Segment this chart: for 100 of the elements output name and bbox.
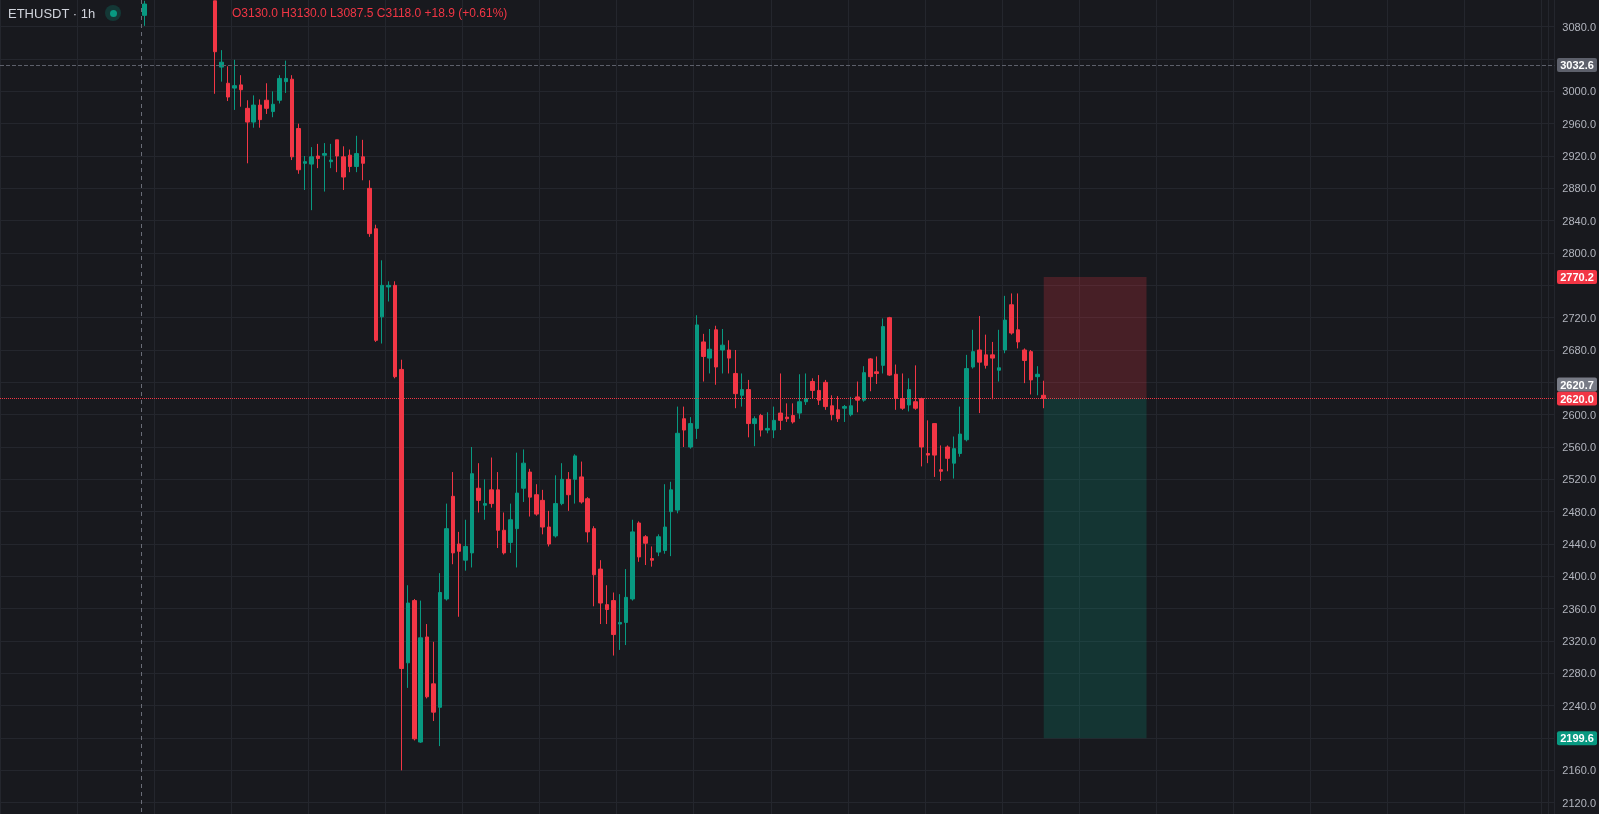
candlestick: [791, 402, 795, 425]
candlestick: [316, 143, 320, 169]
candlestick: [271, 90, 275, 118]
candlestick: [1016, 292, 1020, 349]
candlestick: [508, 503, 513, 554]
y-tick-label: 2680.0: [1562, 344, 1597, 357]
candlestick: [296, 123, 301, 175]
candlestick: [245, 99, 250, 164]
y-tick-label: 2520.0: [1562, 473, 1597, 486]
y-tick-label: 2120.0: [1562, 796, 1597, 809]
candlestick: [547, 510, 551, 547]
candlestick: [765, 411, 770, 434]
candlestick: [213, 0, 217, 95]
candlestick: [251, 94, 256, 129]
candlestick: [444, 503, 449, 602]
candlestick: [701, 333, 706, 383]
candlestick: [675, 406, 680, 514]
y-tick-label: 2720.0: [1562, 311, 1597, 324]
candlestick: [573, 453, 577, 505]
y-tick-label: 2600.0: [1562, 408, 1597, 421]
annotation: 2620.7: [1560, 378, 1594, 391]
candlestick: [669, 481, 673, 557]
candlestick: [560, 462, 564, 506]
candlestick: [624, 568, 628, 646]
candlestick: [611, 592, 616, 657]
candlestick: [714, 325, 718, 386]
candlestick: [489, 457, 494, 509]
candlestick: [727, 339, 731, 374]
candlestick: [932, 423, 937, 478]
candlestick: [142, 0, 147, 27]
annotation: O3130.0 H3130.0 L3087.5 C3118.0 +18.9 (+0.61%): [232, 6, 508, 20]
candlestick: [496, 471, 500, 549]
candlestick: [438, 572, 442, 747]
candlestick: [380, 259, 384, 345]
candlestick: [290, 74, 294, 161]
y-tick-label: 2240.0: [1562, 699, 1597, 712]
candlestick: [463, 519, 468, 572]
candlestick: [361, 139, 365, 181]
candlestick: [759, 413, 763, 437]
candlestick: [1009, 292, 1014, 336]
y-tick-label: 2480.0: [1562, 505, 1597, 518]
candlestick: [695, 314, 699, 440]
candlestick: [881, 317, 885, 374]
y-tick-label: 2840.0: [1562, 214, 1597, 227]
candlestick: [470, 446, 474, 568]
ref-line-label: 3032.6: [1560, 58, 1594, 71]
candlestick: [740, 372, 744, 408]
y-tick-label: 2800.0: [1562, 247, 1597, 260]
candlestick: [926, 419, 930, 464]
candlestick: [226, 65, 230, 102]
candlestick: [984, 334, 988, 370]
candlestick: [284, 60, 288, 94]
candlestick: [720, 328, 725, 374]
candlestick: [907, 377, 911, 412]
candlestick: [528, 468, 532, 518]
annotation: 2770.2: [1560, 271, 1594, 284]
candlestick: [219, 49, 224, 83]
candlestick: [752, 415, 757, 447]
candlestick: [1035, 365, 1040, 396]
candlestick: [431, 641, 436, 722]
y-tick-label: 2160.0: [1562, 764, 1597, 777]
candlestick: [707, 328, 712, 374]
y-tick-label: 2440.0: [1562, 538, 1597, 551]
candlestick: [682, 406, 686, 448]
y-tick-label: 2360.0: [1562, 602, 1597, 615]
candlestick: [515, 452, 519, 568]
candlestick: [804, 372, 808, 406]
candlestick: [643, 534, 648, 566]
candlestick: [232, 59, 237, 111]
candlestick: [952, 436, 956, 480]
candlestick: [367, 179, 372, 238]
candlestick: [521, 448, 526, 503]
candlestick: [971, 329, 975, 370]
candlestick: [849, 396, 853, 417]
candlestick: [303, 155, 307, 191]
candlestick: [451, 471, 455, 565]
candlestick: [309, 146, 314, 211]
candlestick: [553, 474, 558, 539]
candlestick: [688, 416, 693, 450]
y-tick-label: 2280.0: [1562, 667, 1597, 680]
candlestick: [264, 82, 269, 115]
ref-line-label: 2620.0: [1560, 392, 1594, 405]
candlestick: [341, 145, 346, 191]
candlestick: [997, 329, 1001, 383]
candlestick: [630, 519, 635, 602]
candlestick: [348, 149, 352, 173]
y-tick-label: 2320.0: [1562, 635, 1597, 648]
candlestick: [476, 462, 481, 513]
annotation: 2199.6: [1560, 732, 1594, 745]
y-tick-label: 3080.0: [1562, 20, 1597, 33]
candlestick: [393, 280, 397, 379]
candlestick: [322, 142, 327, 193]
candlestick: [239, 74, 243, 108]
candlestick: [412, 598, 417, 741]
candlestick: [945, 444, 950, 472]
candlestick: [386, 280, 391, 303]
candlestick: [842, 404, 847, 423]
candlestick: [329, 143, 333, 169]
candlestick: [566, 471, 571, 512]
candlestick: [1029, 349, 1033, 395]
